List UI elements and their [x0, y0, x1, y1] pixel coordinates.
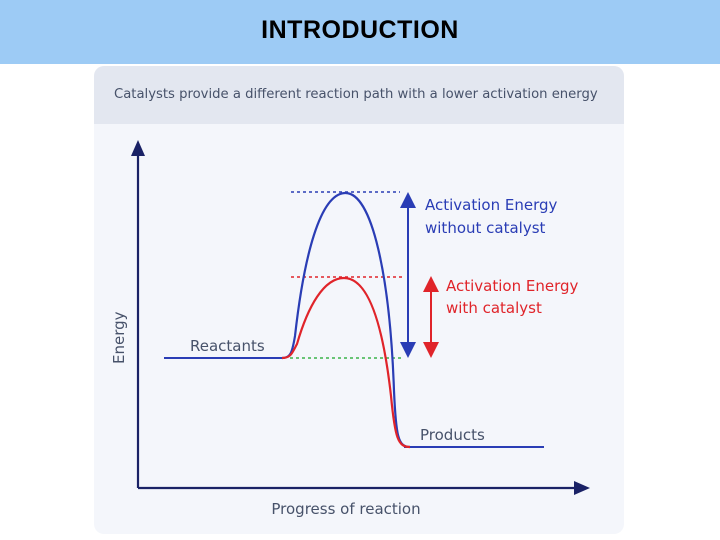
x-axis-arrowhead: [574, 481, 590, 495]
slide-title: INTRODUCTION: [261, 16, 459, 44]
x-axis-label: Progress of reaction: [271, 500, 420, 518]
slide-header-bar: INTRODUCTION: [0, 0, 720, 64]
uncatalysed-energy-curve: [281, 191, 411, 449]
uncatalysed-arrow-bottom: [400, 342, 416, 358]
catalysed-label-line1: Activation Energy: [446, 277, 579, 295]
uncatalysed-arrow-top: [400, 192, 416, 208]
catalysed-arrow-top: [423, 276, 439, 292]
catalysed-arrow-bottom: [423, 342, 439, 358]
products-label: Products: [420, 426, 485, 444]
catalysed-energy-curve: [281, 276, 411, 449]
uncatalysed-label-line1: Activation Energy: [425, 196, 558, 214]
y-axis-arrowhead: [131, 140, 145, 156]
uncatalysed-label-line2: without catalyst: [425, 219, 546, 237]
reactants-label: Reactants: [190, 337, 265, 355]
y-axis-label: Energy: [110, 311, 128, 364]
catalysed-label-line2: with catalyst: [446, 299, 542, 317]
figure-caption-bar: Catalysts provide a different reaction p…: [94, 66, 624, 124]
figure-caption: Catalysts provide a different reaction p…: [114, 87, 598, 102]
energy-profile-diagram: Energy Progress of reaction Reactants Pr…: [110, 140, 590, 518]
energy-diagram-figure: Catalysts provide a different reaction p…: [94, 66, 624, 534]
